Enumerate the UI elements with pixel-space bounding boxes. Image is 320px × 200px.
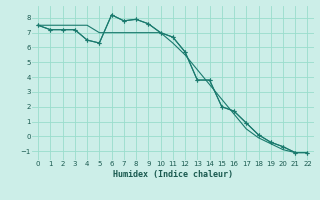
- X-axis label: Humidex (Indice chaleur): Humidex (Indice chaleur): [113, 170, 233, 179]
